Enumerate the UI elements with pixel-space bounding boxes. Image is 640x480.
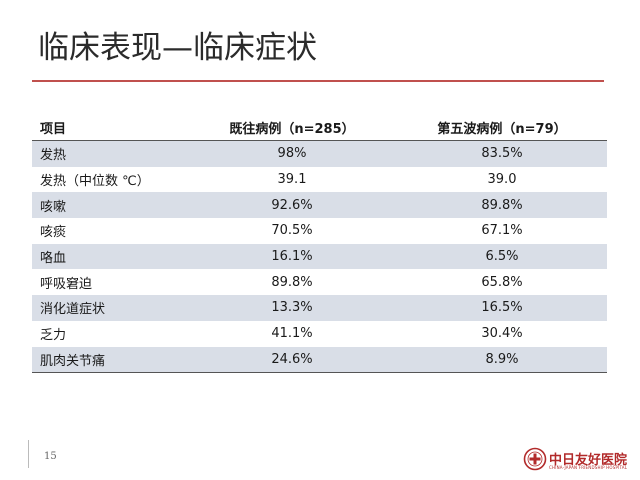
cell-previous: 24.6% xyxy=(187,346,397,374)
row-label: 乏力 xyxy=(40,328,67,344)
table-row: 咳痰 70.5% 67.1% xyxy=(32,218,607,244)
row-label: 发热（中位数 ℃） xyxy=(40,174,150,190)
hospital-logo: 中日友好医院 CHINA-JAPAN FRIENDSHIP HOSPITAL xyxy=(523,447,627,473)
cell-fifth-wave: 16.5% xyxy=(397,295,607,321)
cell-previous: 13.3% xyxy=(187,295,397,321)
table-header-row: 项目 既往病例（n=285） 第五波病例（n=79） xyxy=(32,115,607,141)
table-row: 发热 98% 83.5% xyxy=(32,140,607,167)
cell-fifth-wave: 30.4% xyxy=(481,326,523,342)
header-item: 项目 xyxy=(32,115,187,141)
row-label: 发热 xyxy=(32,140,187,167)
cell-previous: 92.6% xyxy=(187,192,397,219)
cell-previous: 89.8% xyxy=(271,274,313,290)
cell-fifth-wave: 83.5% xyxy=(397,140,607,167)
table-row: 发热（中位数 ℃） 39.1 39.0 xyxy=(32,167,607,193)
hospital-emblem-icon xyxy=(523,447,547,471)
title-underline xyxy=(32,80,604,82)
table-row: 咳嗽 92.6% 89.8% xyxy=(32,192,607,219)
table-row: 呼吸窘迫 89.8% 65.8% xyxy=(32,269,607,295)
row-label: 咳痰 xyxy=(40,225,67,241)
cell-fifth-wave: 6.5% xyxy=(397,243,607,270)
table-row: 乏力 41.1% 30.4% xyxy=(32,321,607,347)
row-label: 肌肉关节痛 xyxy=(32,346,187,374)
header-previous-cases: 既往病例（n=285） xyxy=(187,115,397,141)
cell-fifth-wave: 8.9% xyxy=(397,346,607,374)
row-label: 咯血 xyxy=(32,243,187,270)
table-row: 咯血 16.1% 6.5% xyxy=(32,243,607,270)
row-label: 消化道症状 xyxy=(32,295,187,321)
cell-previous: 70.5% xyxy=(271,223,313,239)
hospital-name-english: CHINA-JAPAN FRIENDSHIP HOSPITAL xyxy=(549,465,628,470)
row-label: 咳嗽 xyxy=(32,192,187,219)
row-label: 呼吸窘迫 xyxy=(40,276,93,292)
footer-divider xyxy=(28,440,35,468)
cell-previous: 41.1% xyxy=(271,326,313,342)
symptoms-table: 项目 既往病例（n=285） 第五波病例（n=79） 发热 98% 83.5% … xyxy=(32,115,607,374)
cell-previous: 39.1 xyxy=(277,172,307,188)
cell-fifth-wave: 67.1% xyxy=(481,223,523,239)
header-fifth-wave-cases: 第五波病例（n=79） xyxy=(397,115,607,141)
slide-title: 临床表现—临床症状 xyxy=(38,30,317,66)
table-row: 肌肉关节痛 24.6% 8.9% xyxy=(32,346,607,374)
cell-fifth-wave: 65.8% xyxy=(481,274,523,290)
cell-fifth-wave: 89.8% xyxy=(397,192,607,219)
hospital-name: 中日友好医院 xyxy=(549,453,628,468)
cell-previous: 16.1% xyxy=(187,243,397,270)
cell-fifth-wave: 39.0 xyxy=(487,172,517,188)
cell-previous: 98% xyxy=(187,140,397,167)
page-number: 15 xyxy=(44,451,57,462)
table-row: 消化道症状 13.3% 16.5% xyxy=(32,295,607,321)
